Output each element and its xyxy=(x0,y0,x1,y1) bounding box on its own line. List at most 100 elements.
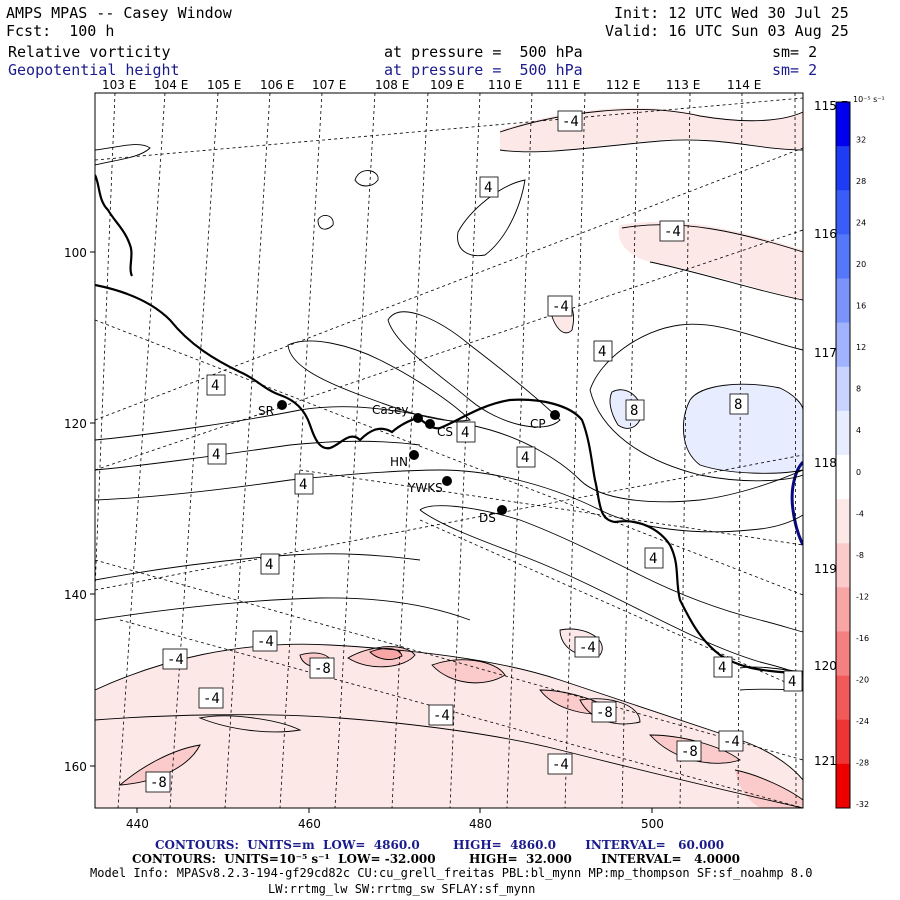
colorbar-unit: 10⁻⁵ s⁻¹ xyxy=(853,95,885,104)
field2-name: Geopotential height xyxy=(8,61,180,79)
station-dot-ywks xyxy=(442,476,452,486)
contour-label: -4 xyxy=(562,114,579,130)
station-dot-hn xyxy=(409,450,419,460)
station-markers xyxy=(277,400,560,515)
y-tick-label: 120 xyxy=(64,417,87,431)
colorbar-band xyxy=(836,499,850,544)
station-label: CP xyxy=(530,417,546,431)
colorbar-band xyxy=(836,278,850,324)
station-label: SR xyxy=(258,404,274,418)
contour-label: 8 xyxy=(630,403,638,419)
footer-contours-geopotential: CONTOURS: UNITS=m LOW= 4860.0 HIGH= 4860… xyxy=(155,838,725,852)
colorbar-band xyxy=(836,543,850,588)
contour-label: -4 xyxy=(433,708,450,724)
contour-label: 4 xyxy=(211,378,219,394)
lon-label: 110 E xyxy=(488,78,522,92)
station-label: CS xyxy=(437,425,453,439)
colorbar-band xyxy=(836,719,850,765)
contour-label: 4 xyxy=(299,477,307,493)
colorbar-band xyxy=(836,322,850,368)
forecast-hour: Fcst: 100 h xyxy=(6,22,115,40)
colorbar-label: 12 xyxy=(856,343,866,352)
contour-label: 8 xyxy=(734,397,742,413)
colorbar-band xyxy=(836,190,850,235)
shading-positive xyxy=(610,384,803,474)
contour-label: -4 xyxy=(257,634,274,650)
field1-name: Relative vorticity xyxy=(8,43,171,61)
contour-labels: -4 4 -4 -4 4 4 8 8 4 4 4 4 4 4 4 -4 -4 -… xyxy=(145,110,803,793)
station-label: HN xyxy=(390,455,408,469)
station-label: YWKS xyxy=(407,481,443,495)
colorbar-band xyxy=(836,410,850,456)
colorbar-label: 20 xyxy=(856,260,866,269)
longitude-labels-top: 103 E 104 E 105 E 106 E 107 E 108 E 109 … xyxy=(102,78,761,92)
lon-label: 108 E xyxy=(375,78,409,92)
lon-label: 113 E xyxy=(666,78,700,92)
station-dot-sr xyxy=(277,400,287,410)
plot-title: AMPS MPAS -- Casey Window xyxy=(6,4,232,22)
contour-label: 4 xyxy=(484,180,492,196)
colorbar-band xyxy=(836,102,850,147)
contour-label: 4 xyxy=(718,660,726,676)
contour-label: -4 xyxy=(664,224,681,240)
colorbar-label: -12 xyxy=(856,592,869,601)
axis-labels: 440 460 480 500 100 120 140 160 xyxy=(64,246,664,831)
contour-label: -8 xyxy=(681,744,698,760)
contour-label: -8 xyxy=(596,705,613,721)
colorbar-label: -28 xyxy=(856,758,869,767)
coastline xyxy=(95,174,803,674)
vorticity-contours xyxy=(95,109,803,808)
x-tick-label: 440 xyxy=(126,817,149,831)
colorbar-frame xyxy=(835,101,851,809)
field2-level: at pressure = 500 hPa xyxy=(384,61,583,79)
contour-label: 4 xyxy=(521,450,529,466)
contour-label: -8 xyxy=(150,775,167,791)
colorbar-label: -4 xyxy=(856,509,864,518)
y-tick-label: 140 xyxy=(64,588,87,602)
contour-label: -4 xyxy=(579,640,596,656)
colorbar-label: 28 xyxy=(856,177,866,186)
footer-model-info-physics: LW:rrtmg_lw SW:rrtmg_sw SFLAY:sf_mynn xyxy=(268,882,536,896)
field1-smoothing: sm= 2 xyxy=(772,43,818,61)
contour-label: -8 xyxy=(314,661,331,677)
lon-label: 105 E xyxy=(207,78,241,92)
contour-label: -4 xyxy=(203,691,220,707)
colorbar-label: -20 xyxy=(856,675,869,684)
lon-label: 114 E xyxy=(727,78,761,92)
station-dot-casey xyxy=(413,413,423,423)
valid-time: Valid: 16 UTC Sun 03 Aug 25 xyxy=(605,22,849,40)
shading-negative-core xyxy=(370,648,402,660)
lon-label: 109 E xyxy=(430,78,464,92)
contour-label: -4 xyxy=(723,734,740,750)
lon-label: 103 E xyxy=(102,78,136,92)
colorbar-label: 4 xyxy=(856,426,861,435)
colorbar-band xyxy=(836,455,850,500)
contour-label: 4 xyxy=(598,344,606,360)
colorbar-label: -24 xyxy=(856,717,869,726)
colorbar: 32 28 24 20 16 12 8 4 0 -4 -8 -12 -16 -20 -24 -28 -32 xyxy=(835,101,869,809)
x-tick-label: 500 xyxy=(641,817,664,831)
colorbar-band xyxy=(836,366,850,412)
colorbar-label: 0 xyxy=(856,468,861,477)
y-tick-label: 160 xyxy=(64,760,87,774)
colorbar-band xyxy=(836,146,850,191)
colorbar-label: -16 xyxy=(856,634,869,643)
colorbar-band xyxy=(836,587,850,632)
colorbar-label: -8 xyxy=(856,551,864,560)
station-dot-cp xyxy=(550,410,560,420)
contour-label: 4 xyxy=(461,425,469,441)
lon-label: 111 E xyxy=(546,78,580,92)
contour-label: 4 xyxy=(788,674,796,690)
colorbar-band xyxy=(836,234,850,279)
station-label: DS xyxy=(479,511,496,525)
colorbar-label: 8 xyxy=(856,385,861,394)
contour-label: -4 xyxy=(552,757,569,773)
footer-model-info: Model Info: MPASv8.2.3-194-gf29cd82c CU:… xyxy=(90,866,813,880)
footer-contours-vorticity: CONTOURS: UNITS=10⁻⁵ s⁻¹ LOW= -32.000 HI… xyxy=(132,852,740,866)
colorbar-label: 16 xyxy=(856,302,866,311)
station-dot-ds xyxy=(497,505,507,515)
lon-label: 112 E xyxy=(606,78,640,92)
contour-label: 4 xyxy=(265,557,273,573)
x-tick-label: 460 xyxy=(298,817,321,831)
